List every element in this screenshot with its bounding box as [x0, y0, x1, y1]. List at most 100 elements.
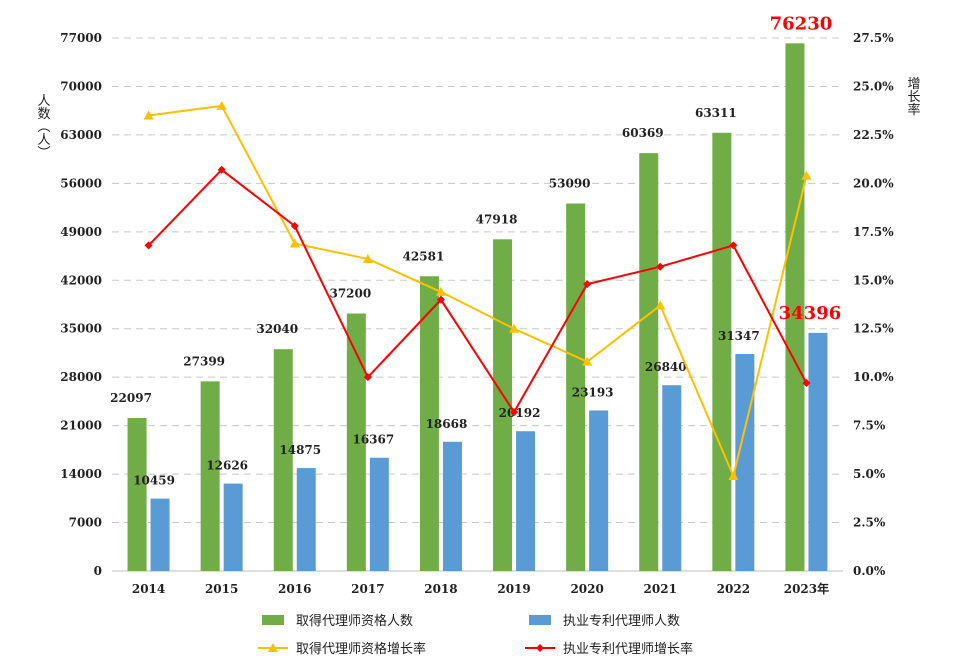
- bar-practicing-4: [442, 441, 462, 571]
- y2-tick-label: 0.0%: [853, 564, 886, 578]
- y2-axis-title: 增长率: [905, 77, 921, 116]
- y-tick-label: 77000: [60, 31, 102, 45]
- y-tick-label: 21000: [60, 419, 102, 433]
- y2-tick-label: 20.0%: [853, 176, 894, 190]
- data-label: 12626: [206, 459, 248, 473]
- x-tick-label: 2022: [717, 582, 750, 596]
- y-tick-label: 28000: [60, 370, 102, 384]
- y-tick-label: 49000: [60, 225, 102, 239]
- y2-tick-label: 10.0%: [853, 370, 894, 384]
- legend-label: 执业专利代理师增长率: [563, 641, 693, 657]
- bar-practicing-2: [296, 468, 316, 571]
- marker-qualified-growth: [216, 100, 227, 110]
- marker-practicing-growth: [656, 262, 665, 271]
- data-label: 60369: [622, 126, 664, 140]
- data-label: 27399: [183, 354, 225, 368]
- bar-qualified-0: [127, 418, 147, 571]
- data-label: 32040: [256, 322, 298, 336]
- bar-practicing-8: [735, 354, 755, 571]
- data-label: 53090: [549, 177, 591, 191]
- data-label: 14875: [279, 443, 321, 457]
- marker-qualified-growth: [728, 471, 739, 481]
- y2-tick-label: 15.0%: [853, 273, 894, 287]
- y-axis-title: 人数（人）: [35, 94, 51, 159]
- marker-practicing-growth: [217, 165, 226, 174]
- marker-practicing-growth: [290, 222, 299, 231]
- marker-qualified-growth: [801, 170, 812, 180]
- legend-swatch: [262, 615, 284, 625]
- data-label-highlight: 34396: [779, 303, 842, 324]
- bar-qualified-2: [273, 349, 293, 571]
- data-label: 23193: [572, 385, 614, 399]
- bar-qualified-9: [785, 43, 805, 571]
- marker-practicing-growth: [436, 295, 445, 304]
- bar-qualified-5: [493, 239, 513, 572]
- y2-tick-label: 12.5%: [853, 322, 894, 336]
- bar-practicing-5: [516, 431, 536, 571]
- x-tick-label: 2014: [132, 582, 165, 596]
- marker-qualified-growth: [582, 356, 593, 366]
- bar-qualified-3: [346, 313, 366, 571]
- marker-qualified-growth: [143, 110, 154, 120]
- bar-practicing-7: [662, 385, 682, 571]
- marker-practicing-growth: [583, 280, 592, 289]
- y-tick-label: 42000: [60, 273, 102, 287]
- bar-practicing-6: [589, 410, 609, 571]
- y-tick-label: 7000: [69, 516, 102, 530]
- bar-qualified-8: [712, 132, 732, 571]
- marker-qualified-growth: [289, 238, 300, 248]
- y2-tick-label: 5.0%: [853, 467, 886, 481]
- x-tick-label: 2018: [424, 582, 457, 596]
- data-label: 47918: [476, 212, 518, 226]
- data-label: 20192: [499, 406, 541, 420]
- data-label: 63311: [695, 106, 737, 120]
- y2-tick-label: 22.5%: [853, 128, 894, 142]
- data-label: 16367: [352, 433, 394, 447]
- y-tick-label: 56000: [60, 176, 102, 190]
- x-tick-label: 2023年: [784, 581, 829, 596]
- y-tick-label: 63000: [60, 128, 102, 142]
- x-tick-label: 2021: [644, 582, 677, 596]
- y-tick-label: 70000: [60, 79, 102, 93]
- bar-practicing-0: [150, 498, 170, 571]
- marker-qualified-growth: [655, 300, 666, 310]
- y2-tick-label: 27.5%: [853, 31, 894, 45]
- y2-tick-label: 25.0%: [853, 79, 894, 93]
- marker-practicing-growth: [802, 378, 811, 387]
- legend-label: 取得代理师资格增长率: [296, 641, 426, 657]
- y2-tick-label: 7.5%: [853, 419, 886, 433]
- y-tick-label: 35000: [60, 322, 102, 336]
- legend-marker: [536, 644, 544, 652]
- data-label: 22097: [110, 391, 152, 405]
- x-tick-label: 2020: [570, 582, 603, 596]
- bar-practicing-1: [223, 483, 243, 571]
- marker-qualified-growth: [362, 253, 373, 263]
- data-label: 18668: [426, 417, 468, 431]
- legend-marker: [268, 643, 278, 652]
- x-tick-label: 2017: [351, 582, 384, 596]
- data-label: 31347: [718, 329, 760, 343]
- data-label: 37200: [329, 286, 371, 300]
- data-label-highlight: 76230: [770, 13, 833, 34]
- y-tick-label: 0: [94, 564, 102, 578]
- bar-qualified-7: [639, 153, 659, 571]
- marker-practicing-growth: [729, 241, 738, 250]
- legend-label: 执业专利代理师人数: [563, 614, 680, 629]
- bar-qualified-4: [419, 276, 439, 571]
- marker-practicing-growth: [144, 241, 153, 250]
- bar-practicing-9: [808, 332, 828, 571]
- legend-label: 取得代理师资格人数: [296, 613, 413, 629]
- legend-swatch: [529, 615, 551, 625]
- line-practicing-growth: [147, 168, 808, 414]
- x-tick-label: 2019: [497, 582, 530, 596]
- marker-practicing-growth: [510, 408, 519, 417]
- line-qualified-growth: [148, 104, 808, 480]
- marker-qualified-growth: [435, 286, 446, 296]
- y-tick-label: 14000: [60, 467, 102, 481]
- marker-qualified-growth: [509, 323, 520, 333]
- data-label: 10459: [133, 474, 175, 488]
- data-label: 42581: [403, 249, 445, 263]
- marker-practicing-growth: [363, 373, 372, 382]
